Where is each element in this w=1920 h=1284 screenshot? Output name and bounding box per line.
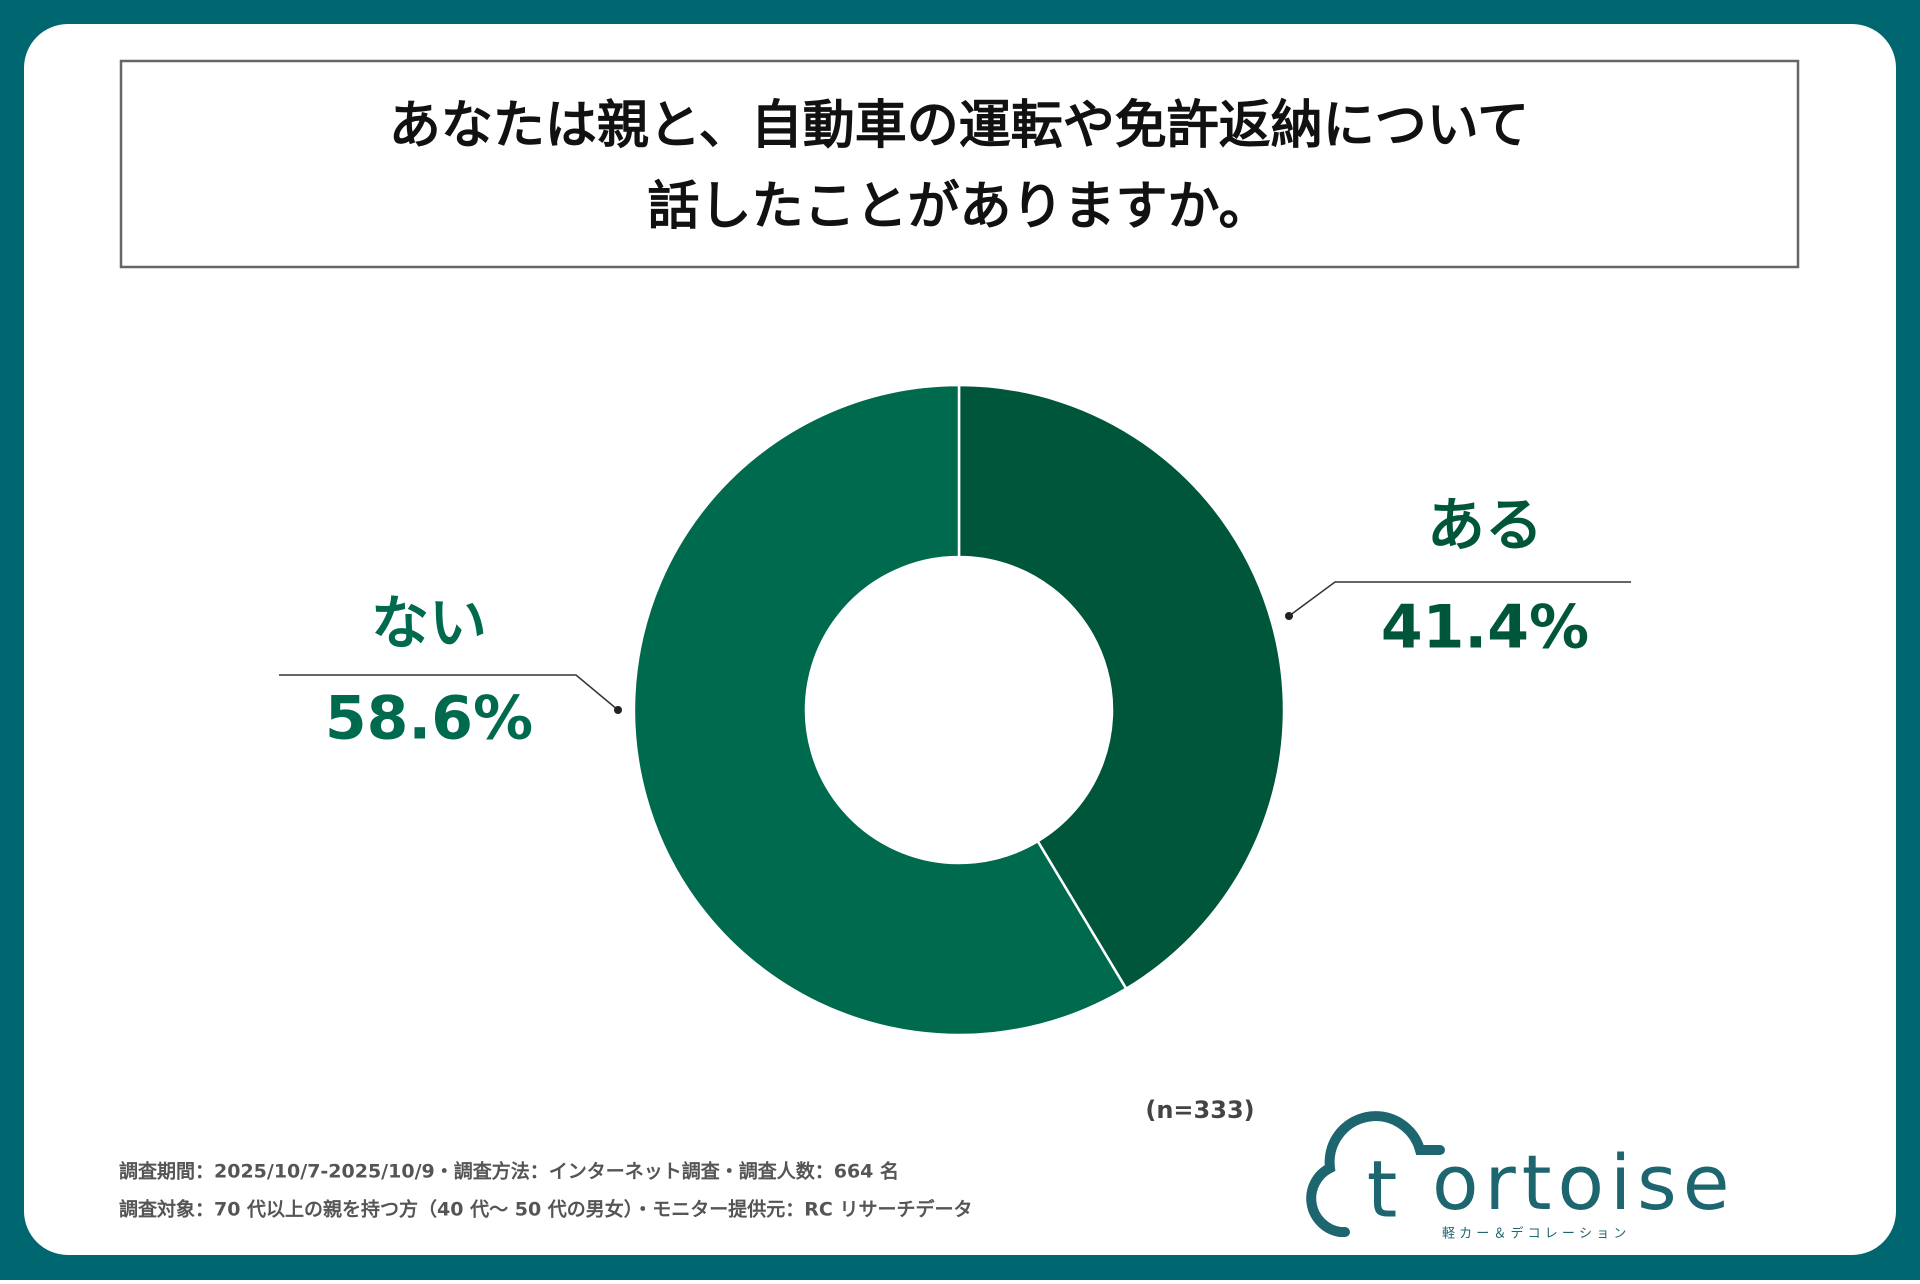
logo-mark: t [1367,1145,1398,1235]
logo: t ortoise 軽 カ ー ＆ デ コ レ ー シ ョ ン [1306,1111,1736,1242]
leader-line [1288,581,1631,617]
leader-line [279,674,619,711]
donut-slice [632,383,1128,1037]
footnote: 調査期間：2025/10/7-2025/10/9・調査方法：インターネット調査・… [119,1160,899,1183]
logo-cloud [1306,1111,1445,1237]
footnote: 調査対象：70 代以上の親を持つ方（40 代～ 50 代の男女）・モニター提供元… [119,1198,972,1221]
logo-tagline: 軽 カ ー ＆ デ コ レ ー シ ョ ン [1442,1226,1626,1242]
chart-title: あなたは親と、自動車の運転や免許返納について [389,96,1529,156]
category-label: ある [1427,491,1543,559]
title-box [119,59,1800,269]
card [24,24,1896,1255]
value-label: 41.4% [1381,593,1589,663]
value-label: 58.6% [325,684,533,754]
chart-title: 話したことがありますか。 [648,177,1271,237]
leader-dot [614,706,622,714]
category-label: ない [371,589,487,657]
sample-note: (n=333) [1145,1096,1254,1124]
leader-dot [1285,612,1293,620]
donut-slice [957,383,1286,991]
leaders [279,581,1631,711]
logo-name: ortoise [1432,1138,1736,1227]
